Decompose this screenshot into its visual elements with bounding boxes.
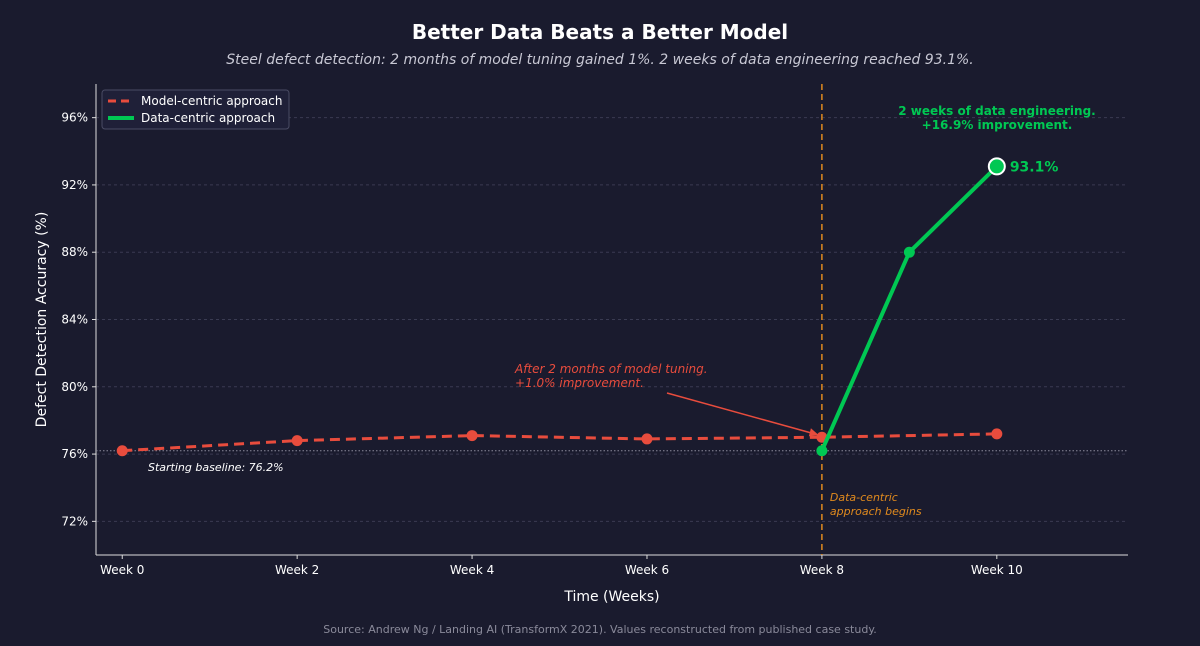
data-point <box>641 433 653 445</box>
data-point <box>816 445 828 457</box>
data-point <box>466 430 478 442</box>
data-annotation: 2 weeks of data engineering. <box>898 104 1095 118</box>
chart-title: Better Data Beats a Better Model <box>411 20 789 44</box>
data-point <box>991 428 1003 440</box>
final-value-label: 93.1% <box>1010 159 1059 175</box>
x-tick-label: Week 2 <box>275 563 319 577</box>
legend <box>101 89 290 130</box>
data-annotation: +16.9% improvement. <box>922 118 1073 132</box>
x-tick-label: Week 0 <box>100 563 144 577</box>
series-line-0 <box>122 432 997 453</box>
y-axis-label: Defect Detection Accuracy (%) <box>34 212 50 428</box>
data-point <box>116 445 128 457</box>
baseline-label: Starting baseline: 76.2% <box>148 461 284 474</box>
x-tick-label: Week 8 <box>800 563 844 577</box>
data-point <box>987 157 1006 176</box>
chart-subtitle: Steel defect detection: 2 months of mode… <box>226 52 974 68</box>
source-note: Source: Andrew Ng / Landing AI (Transfor… <box>323 623 877 636</box>
y-tick-label: 80% <box>61 380 88 394</box>
vline-label: Data-centric <box>830 491 898 504</box>
vline-label: approach begins <box>830 505 922 518</box>
x-tick-label: Week 4 <box>450 563 494 577</box>
series-line-1 <box>820 164 999 452</box>
x-tick-label: Week 10 <box>971 563 1023 577</box>
legend-label-model: Model-centric approach <box>141 94 283 108</box>
y-tick-label: 96% <box>61 111 88 125</box>
legend-label-data: Data-centric approach <box>141 111 275 125</box>
arrow-head <box>808 428 819 437</box>
y-tick-label: 72% <box>61 514 88 528</box>
model-annotation: After 2 months of model tuning. <box>514 362 708 376</box>
y-tick-label: 88% <box>61 245 88 259</box>
data-point <box>903 246 915 258</box>
data-point <box>291 435 303 447</box>
y-tick-label: 92% <box>61 178 88 192</box>
annotation-arrow <box>666 392 817 435</box>
y-tick-label: 84% <box>61 313 88 327</box>
x-axis-label: Time (Weeks) <box>563 589 659 605</box>
x-tick-label: Week 6 <box>625 563 669 577</box>
y-tick-label: 76% <box>61 447 88 461</box>
model-annotation: +1.0% improvement. <box>515 376 644 390</box>
